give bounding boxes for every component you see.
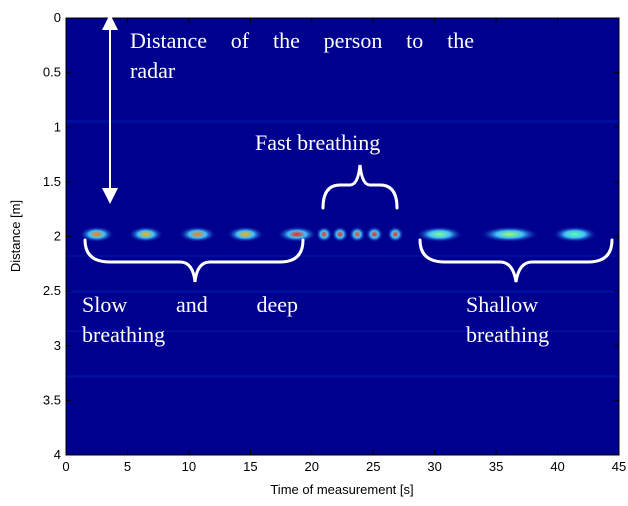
- heat-blob: [315, 226, 333, 243]
- y-tick-label: 0: [54, 10, 61, 25]
- heat-blob: [79, 226, 115, 243]
- heat-blob: [226, 226, 265, 243]
- background-texture: [66, 120, 619, 378]
- x-tick-label: 45: [612, 459, 626, 474]
- x-tick-label: 35: [489, 459, 503, 474]
- x-tick-label: 40: [550, 459, 564, 474]
- x-tick-label: 5: [124, 459, 131, 474]
- x-tick-label: 25: [366, 459, 380, 474]
- heat-blob: [479, 226, 540, 243]
- heat-blob: [365, 226, 384, 243]
- x-axis-label: Time of measurement [s]: [270, 482, 413, 497]
- y-tick-label: 4: [54, 447, 61, 462]
- annotation: Shallow breathing: [466, 292, 550, 347]
- y-tick-label: 3.5: [43, 392, 61, 407]
- annotation: Distance of the person to the radar: [130, 28, 474, 83]
- x-tick-label: 0: [62, 459, 69, 474]
- y-tick-label: 2: [54, 229, 61, 244]
- heat-blob: [552, 226, 598, 243]
- y-tick-label: 2.5: [43, 283, 61, 298]
- heat-blob: [387, 226, 404, 243]
- heat-blob: [128, 226, 164, 243]
- annotation: Fast breathing: [255, 130, 381, 155]
- heat-blob: [331, 226, 349, 243]
- x-tick-label: 15: [243, 459, 257, 474]
- heat-blob: [348, 226, 366, 243]
- x-tick-label: 10: [182, 459, 196, 474]
- annotation: Slow and deep breathing: [82, 292, 298, 347]
- x-tick-label: 30: [427, 459, 441, 474]
- y-tick-label: 3: [54, 338, 61, 353]
- y-tick-label: 1: [54, 119, 61, 134]
- heat-blob: [178, 226, 217, 243]
- heat-blob: [415, 226, 464, 243]
- heat-blob: [277, 226, 318, 243]
- y-axis-label: Distance [m]: [8, 200, 23, 272]
- annotation-shapes: [83, 14, 614, 283]
- y-tick-label: 1.5: [43, 174, 61, 189]
- x-tick-label: 20: [305, 459, 319, 474]
- y-tick-label: 0.5: [43, 65, 61, 80]
